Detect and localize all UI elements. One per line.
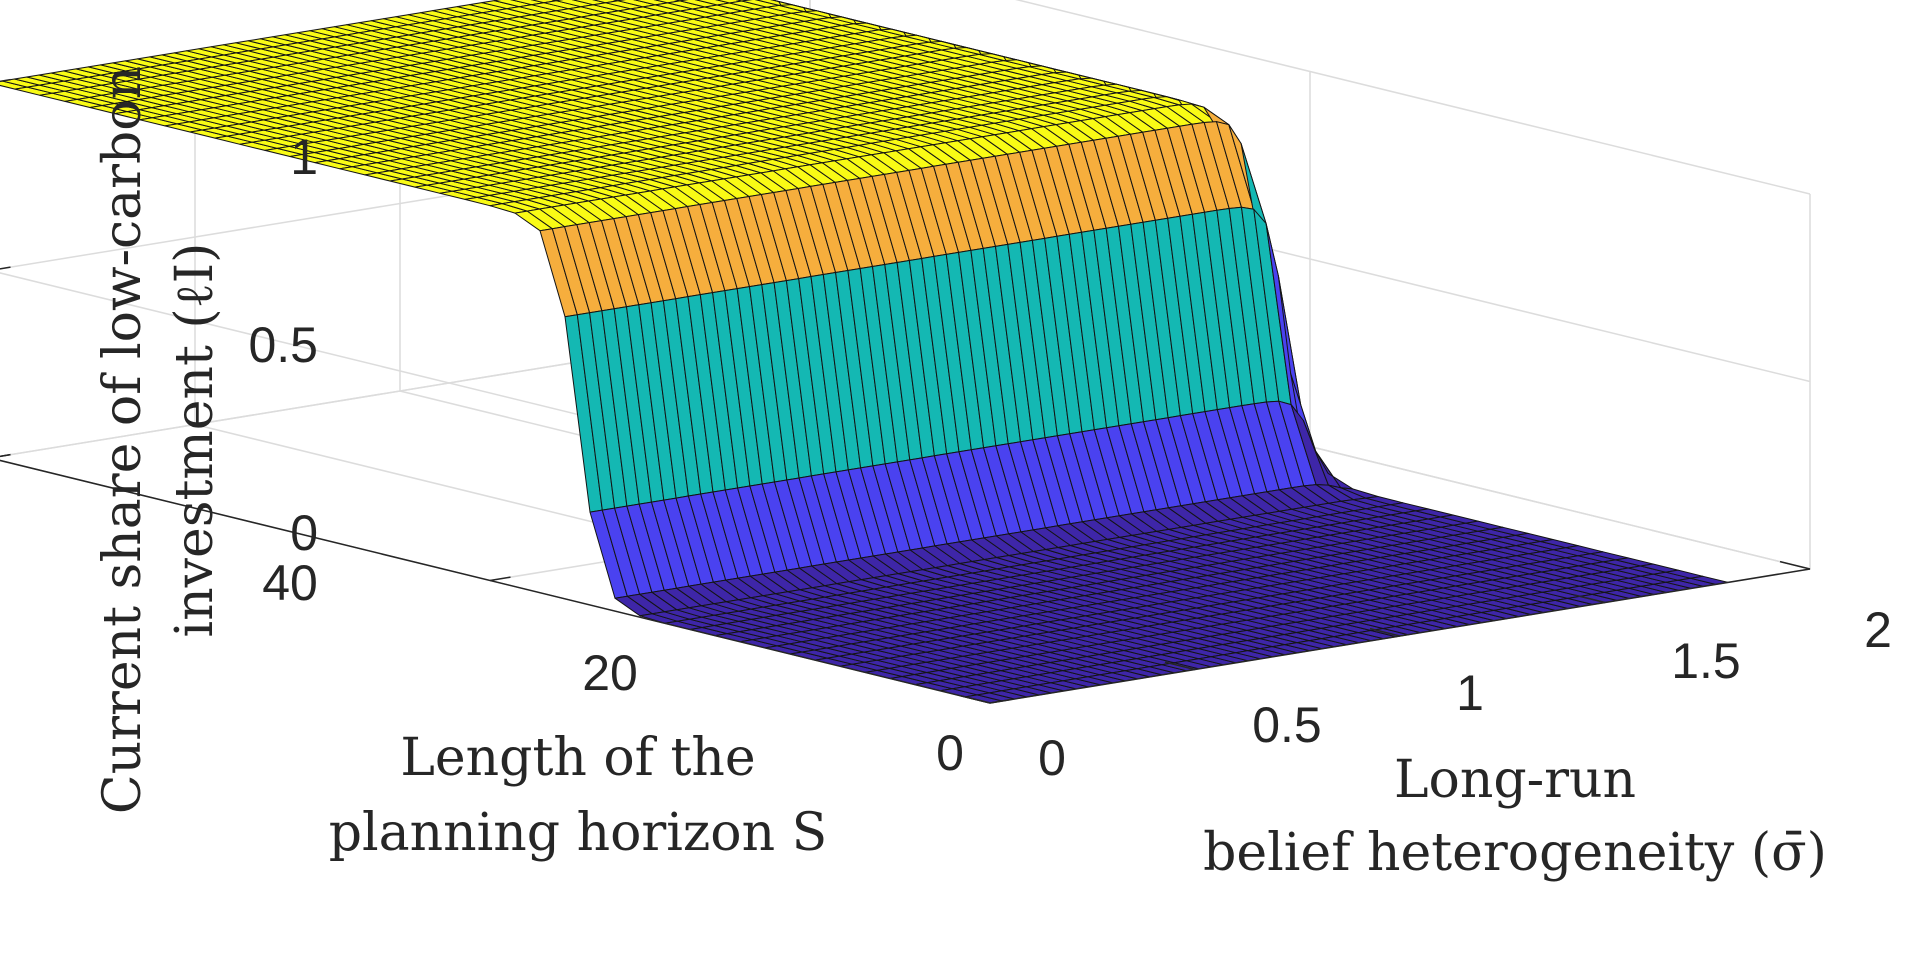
z-tick-mark-1 bbox=[0, 266, 11, 270]
x-tick-2: 1 bbox=[1456, 665, 1484, 721]
x-tick-mark-0 bbox=[959, 694, 991, 704]
y-tick-0: 0 bbox=[936, 725, 964, 781]
z-tick-1: 0.5 bbox=[248, 317, 318, 373]
y-tick-mark-0 bbox=[989, 698, 1011, 704]
z-label-line2: investment (ℓI) bbox=[165, 243, 225, 638]
y-tick-1: 20 bbox=[582, 645, 638, 701]
x-tick-1: 0.5 bbox=[1252, 697, 1322, 753]
x-tick-labels: 0 0.5 1 1.5 2 bbox=[1038, 602, 1892, 786]
x-tick-mark-2 bbox=[1369, 627, 1401, 637]
grid-z-1 bbox=[0, 135, 1811, 517]
y-tick-mark-1 bbox=[489, 576, 511, 582]
x-label-line2: belief heterogeneity (σ̄) bbox=[1203, 823, 1827, 883]
z-tick-2: 1 bbox=[290, 129, 318, 185]
x-tick-mark-1 bbox=[1164, 661, 1196, 671]
z-axis-label: Current share of low-carbon investment (… bbox=[93, 66, 225, 814]
x-tick-0: 0 bbox=[1038, 730, 1066, 786]
y-axis-label: Length of the planning horizon S bbox=[329, 728, 827, 863]
x-tick-mark-3 bbox=[1574, 594, 1606, 604]
z-tick-labels: 0 0.5 1 bbox=[248, 129, 318, 561]
y-label-line1: Length of the bbox=[400, 728, 755, 788]
x-tick-mark-4 bbox=[1779, 560, 1811, 570]
y-tick-labels: 0 20 40 bbox=[262, 555, 964, 781]
y-label-line2: planning horizon S bbox=[329, 803, 827, 863]
z-label-line1: Current share of low-carbon bbox=[93, 66, 153, 814]
axes-lines bbox=[0, 78, 1811, 704]
z-tick-mark-2 bbox=[0, 78, 11, 83]
z-tick-mark-0 bbox=[0, 453, 11, 458]
surface bbox=[0, 0, 1729, 704]
z-tick-0: 0 bbox=[290, 505, 318, 561]
y-tick-2: 40 bbox=[262, 555, 318, 611]
x-tick-4: 2 bbox=[1864, 602, 1892, 658]
x-label-line1: Long-run bbox=[1394, 750, 1636, 810]
x-tick-3: 1.5 bbox=[1671, 633, 1741, 689]
x-axis-label: Long-run belief heterogeneity (σ̄) bbox=[1203, 750, 1827, 883]
